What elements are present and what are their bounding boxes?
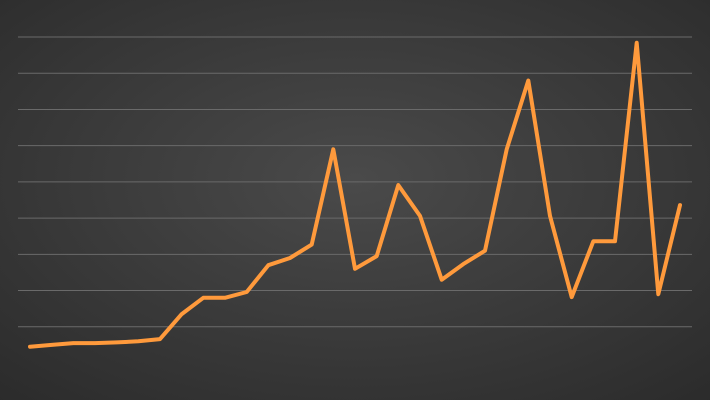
- gridlines: [18, 36, 692, 328]
- series-group: [28, 40, 682, 349]
- series-line: [28, 40, 682, 349]
